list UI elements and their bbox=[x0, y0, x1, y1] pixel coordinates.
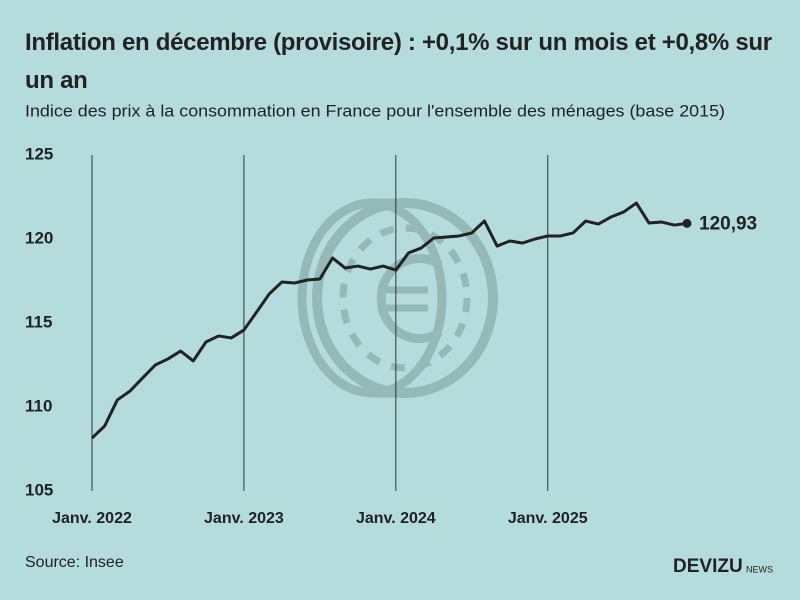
x-tick-label: Janv. 2024 bbox=[356, 510, 436, 527]
brand-suffix: NEWS bbox=[746, 564, 773, 574]
end-point bbox=[682, 218, 692, 228]
brand: DEVIZU bbox=[673, 556, 743, 577]
line bbox=[90, 201, 688, 440]
coin-watermark bbox=[297, 198, 498, 398]
value-label: 120,93 bbox=[699, 213, 757, 234]
y-tick-label: 120 bbox=[25, 228, 53, 247]
y-tick-label: 105 bbox=[25, 480, 53, 499]
subtitle: Indice des prix à la consommation en Fra… bbox=[25, 101, 725, 120]
x-tick-label: Janv. 2023 bbox=[204, 510, 284, 527]
x-tick-label: Janv. 2022 bbox=[52, 510, 132, 527]
y-tick-label: 115 bbox=[25, 312, 52, 331]
chart-title: Inflation en décembre (provisoire) : +0,… bbox=[25, 29, 772, 94]
y-tick-label: 110 bbox=[25, 396, 52, 415]
source: Source: Insee bbox=[25, 554, 124, 571]
y-tick-label: 125 bbox=[25, 144, 53, 163]
x-tick-label: Janv. 2025 bbox=[508, 510, 588, 527]
